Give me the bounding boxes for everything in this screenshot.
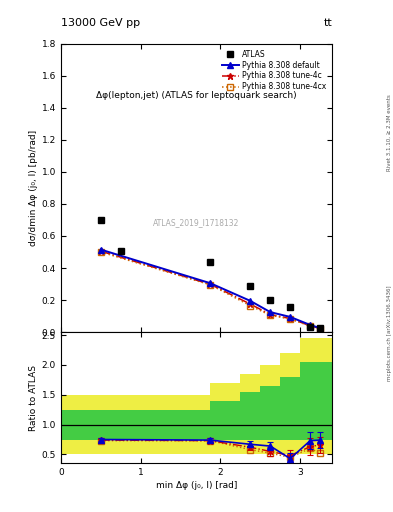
Text: Δφ(lepton,jet) (ATLAS for leptoquark search): Δφ(lepton,jet) (ATLAS for leptoquark sea… — [96, 91, 297, 100]
X-axis label: min Δφ (j₀, l) [rad]: min Δφ (j₀, l) [rad] — [156, 481, 237, 490]
Text: mcplots.cern.ch [arXiv:1306.3436]: mcplots.cern.ch [arXiv:1306.3436] — [387, 285, 391, 380]
Y-axis label: Ratio to ATLAS: Ratio to ATLAS — [29, 365, 37, 431]
Y-axis label: dσ/dmin Δφ (j₀, l) [pb/rad]: dσ/dmin Δφ (j₀, l) [pb/rad] — [29, 130, 37, 246]
Legend: ATLAS, Pythia 8.308 default, Pythia 8.308 tune-4c, Pythia 8.308 tune-4cx: ATLAS, Pythia 8.308 default, Pythia 8.30… — [220, 47, 328, 94]
Text: ATLAS_2019_I1718132: ATLAS_2019_I1718132 — [153, 218, 240, 227]
Text: tt: tt — [323, 18, 332, 28]
Text: Rivet 3.1.10, ≥ 2.3M events: Rivet 3.1.10, ≥ 2.3M events — [387, 95, 391, 172]
Text: 13000 GeV pp: 13000 GeV pp — [61, 18, 140, 28]
